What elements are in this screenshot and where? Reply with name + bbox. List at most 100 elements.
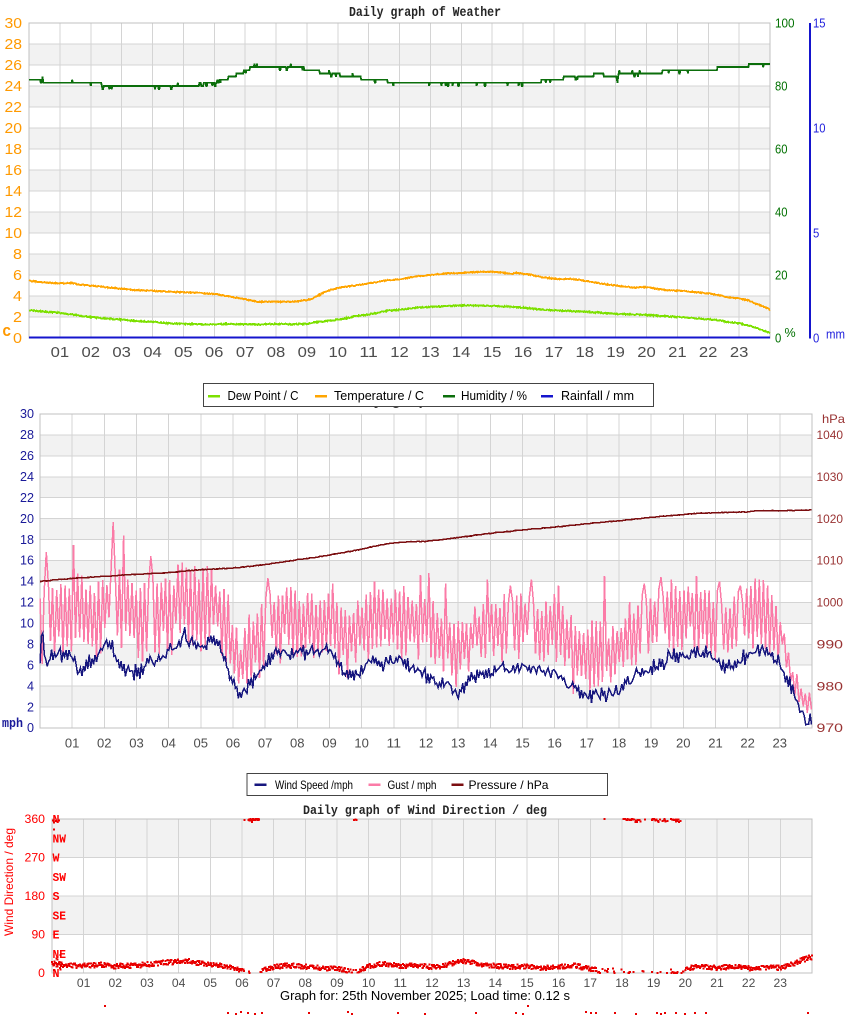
svg-text:12: 12 [390, 344, 409, 361]
svg-text:2: 2 [13, 310, 22, 326]
svg-text:23: 23 [730, 344, 749, 361]
svg-text:Humidity / %: Humidity / % [461, 389, 527, 403]
svg-text:14: 14 [20, 575, 34, 589]
svg-text:Dew Point / C: Dew Point / C [228, 389, 299, 403]
svg-text:%: % [785, 326, 796, 340]
svg-text:17: 17 [545, 344, 564, 361]
svg-text:06: 06 [226, 737, 241, 751]
svg-text:10: 10 [813, 122, 826, 136]
svg-text:04: 04 [143, 344, 162, 361]
svg-text:01: 01 [51, 344, 70, 361]
svg-text:N: N [53, 967, 60, 981]
svg-text:80: 80 [775, 80, 788, 94]
svg-text:21: 21 [708, 737, 723, 751]
svg-text:16: 16 [552, 976, 566, 990]
svg-text:Temperature / C: Temperature / C [334, 389, 424, 403]
svg-text:1040: 1040 [817, 428, 844, 442]
svg-text:18: 18 [576, 344, 595, 361]
svg-text:NW: NW [53, 833, 67, 847]
svg-text:05: 05 [194, 737, 209, 751]
svg-text:16: 16 [20, 554, 34, 568]
svg-text:01: 01 [77, 976, 91, 990]
svg-text:16: 16 [547, 737, 562, 751]
svg-text:18: 18 [615, 976, 629, 990]
svg-text:03: 03 [112, 344, 131, 361]
svg-text:21: 21 [668, 344, 687, 361]
svg-text:11: 11 [387, 737, 402, 751]
svg-text:E: E [53, 929, 60, 943]
svg-text:10: 10 [354, 737, 369, 751]
svg-text:13: 13 [457, 976, 471, 990]
svg-text:SW: SW [53, 871, 67, 885]
svg-text:1000: 1000 [817, 596, 844, 610]
svg-text:05: 05 [204, 976, 218, 990]
svg-text:270: 270 [25, 851, 46, 865]
svg-text:06: 06 [205, 344, 224, 361]
svg-text:6: 6 [13, 268, 22, 284]
svg-text:C: C [3, 325, 12, 341]
svg-text:20: 20 [679, 976, 693, 990]
svg-text:11: 11 [394, 976, 408, 990]
svg-text:22: 22 [699, 344, 718, 361]
svg-text:08: 08 [299, 976, 313, 990]
svg-text:Daily graph of Wind Direction: Daily graph of Wind Direction / deg [303, 803, 547, 818]
svg-text:08: 08 [290, 737, 305, 751]
svg-text:14: 14 [489, 976, 503, 990]
svg-text:10: 10 [20, 617, 34, 631]
svg-text:12: 12 [5, 205, 23, 221]
svg-text:18: 18 [612, 737, 627, 751]
svg-text:18: 18 [5, 142, 23, 158]
svg-text:2: 2 [27, 700, 34, 714]
svg-text:360: 360 [25, 812, 46, 826]
svg-text:06: 06 [235, 976, 249, 990]
svg-text:12: 12 [20, 596, 34, 610]
svg-text:15: 15 [520, 976, 534, 990]
svg-text:15: 15 [515, 737, 530, 751]
svg-text:1020: 1020 [817, 512, 844, 526]
svg-text:26: 26 [20, 449, 34, 463]
svg-text:24: 24 [5, 79, 23, 95]
svg-text:26: 26 [5, 58, 23, 74]
svg-text:28: 28 [20, 428, 34, 442]
svg-text:19: 19 [647, 976, 661, 990]
svg-text:20: 20 [676, 737, 691, 751]
svg-text:mm: mm [826, 328, 845, 342]
svg-text:Daily graph of Weather: Daily graph of Weather [349, 6, 501, 21]
svg-text:03: 03 [140, 976, 154, 990]
svg-text:18: 18 [20, 533, 34, 547]
svg-text:8: 8 [13, 247, 22, 263]
svg-text:09: 09 [330, 976, 344, 990]
svg-text:20: 20 [5, 121, 23, 137]
svg-text:8: 8 [27, 638, 34, 652]
svg-text:14: 14 [483, 737, 498, 751]
svg-text:17: 17 [580, 737, 595, 751]
svg-text:0: 0 [813, 332, 819, 346]
svg-text:mph: mph [2, 717, 23, 731]
svg-text:17: 17 [584, 976, 598, 990]
svg-text:23: 23 [774, 976, 788, 990]
svg-text:01: 01 [65, 737, 80, 751]
svg-text:13: 13 [451, 737, 466, 751]
svg-text:10: 10 [362, 976, 376, 990]
svg-text:22: 22 [5, 100, 23, 116]
svg-text:02: 02 [109, 976, 123, 990]
svg-text:Rainfall / mm: Rainfall / mm [561, 389, 634, 403]
svg-text:10: 10 [5, 226, 23, 242]
svg-text:12: 12 [419, 737, 434, 751]
svg-text:100: 100 [775, 17, 795, 31]
svg-text:40: 40 [775, 206, 788, 220]
svg-text:Gust / mph: Gust / mph [388, 778, 437, 792]
svg-text:04: 04 [172, 976, 186, 990]
svg-text:30: 30 [5, 16, 23, 32]
svg-text:60: 60 [775, 143, 788, 157]
svg-text:16: 16 [514, 344, 533, 361]
svg-text:Wind Speed /mph: Wind Speed /mph [275, 778, 353, 792]
svg-text:4: 4 [27, 679, 34, 693]
svg-text:Pressure / hPa: Pressure / hPa [469, 778, 549, 792]
svg-text:22: 22 [20, 491, 34, 505]
svg-text:19: 19 [644, 737, 659, 751]
svg-text:30: 30 [20, 407, 34, 421]
svg-text:Wind Direction / deg: Wind Direction / deg [2, 828, 16, 936]
svg-text:1010: 1010 [817, 554, 844, 568]
svg-text:22: 22 [740, 737, 755, 751]
